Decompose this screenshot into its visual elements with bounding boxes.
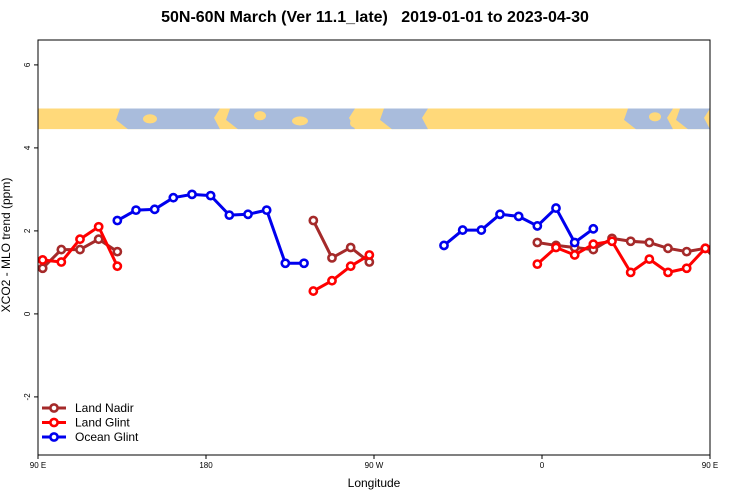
map-ocean-pacific-west xyxy=(116,108,220,130)
land-glint-line-2 xyxy=(536,239,710,274)
ocean-glint-point xyxy=(224,210,235,221)
ocean-glint-point xyxy=(532,221,543,231)
ocean-glint-point xyxy=(243,209,253,220)
land-nadir-point xyxy=(75,244,85,255)
x-axis-label: Longitude xyxy=(347,476,401,490)
ocean-glint-point xyxy=(513,211,524,222)
ocean-glint-point xyxy=(588,223,599,234)
legend-label-ocean-glint: Ocean Glint xyxy=(75,430,139,444)
land-nadir-line-1 xyxy=(311,219,371,264)
land-glint-point xyxy=(625,267,636,278)
x-tick-label-450: 90 E xyxy=(702,461,718,470)
series-group xyxy=(38,189,746,296)
ocean-glint-point xyxy=(205,190,216,201)
land-glint-point xyxy=(308,286,319,296)
x-tick-label-270: 90 W xyxy=(365,461,384,470)
land-glint-point xyxy=(327,275,337,286)
land-glint-point xyxy=(739,258,746,265)
map-ocean-pacific-east xyxy=(226,108,355,130)
y-tick-label-2: 2 xyxy=(23,228,32,233)
plot-frame xyxy=(37,39,711,456)
chart-title: 50N-60N March (Ver 11.1_late) 2019-01-01… xyxy=(161,9,589,26)
land-nadir-point xyxy=(112,246,123,257)
land-glint-point xyxy=(663,267,673,278)
land-nadir-point xyxy=(663,243,673,254)
map-island-1 xyxy=(254,111,266,121)
map-ocean-atlantic xyxy=(380,108,428,130)
land-glint-line-1 xyxy=(312,253,371,293)
map-island-4 xyxy=(649,112,661,122)
ocean-glint-point xyxy=(299,258,309,269)
ocean-glint-point xyxy=(439,240,449,251)
land-nadir-point xyxy=(720,265,727,272)
legend-marker-ocean-glint xyxy=(49,432,59,442)
land-nadir-point xyxy=(681,246,692,257)
land-nadir-point xyxy=(56,244,67,255)
map-island-2 xyxy=(292,116,308,126)
land-nadir-point xyxy=(345,242,356,253)
land-glint-point xyxy=(551,242,561,253)
map-ocean-pacific-east-repeat xyxy=(676,108,710,130)
x-tick-label-90: 90 E xyxy=(30,461,46,470)
land-nadir-point xyxy=(327,252,337,263)
land-nadir-point xyxy=(308,215,319,226)
land-glint-point xyxy=(75,234,85,245)
legend-label-land-glint: Land Glint xyxy=(75,416,130,430)
x-tick-label-360: 0 xyxy=(540,461,545,470)
land-glint-point xyxy=(720,256,727,263)
ocean-glint-point xyxy=(168,192,179,203)
map-island-0 xyxy=(143,114,157,124)
land-glint-point xyxy=(345,261,356,272)
map-ocean-pacific-west-repeat xyxy=(624,108,673,130)
y-tick-label--2: -2 xyxy=(23,393,32,401)
land-nadir-point xyxy=(93,234,104,245)
ocean-glint-point xyxy=(187,189,197,200)
x-tick-label-180: 180 xyxy=(199,461,213,470)
ocean-glint-point xyxy=(261,205,272,216)
land-glint-point xyxy=(56,257,67,267)
land-glint-point xyxy=(644,254,655,265)
ocean-glint-point xyxy=(495,209,505,220)
land-nadir-point xyxy=(644,237,655,248)
land-glint-point xyxy=(569,250,580,260)
y-tick-label-6: 6 xyxy=(23,62,32,67)
land-glint-point xyxy=(532,259,543,269)
land-glint-point xyxy=(588,239,599,250)
land-glint-point xyxy=(38,255,48,265)
legend-label-land-nadir: Land Nadir xyxy=(75,401,134,415)
ocean-glint-point xyxy=(149,204,160,215)
land-nadir-point xyxy=(38,263,48,274)
ocean-glint-line-0 xyxy=(116,192,304,265)
world-map-strip xyxy=(38,108,710,130)
ocean-glint-point xyxy=(551,203,561,213)
ocean-glint-point xyxy=(280,258,291,269)
ocean-glint-point xyxy=(112,215,123,226)
land-glint-point xyxy=(681,263,692,274)
land-glint-point xyxy=(700,243,710,254)
ocean-glint-point xyxy=(476,225,487,235)
land-glint-point xyxy=(607,236,617,247)
land-nadir-point xyxy=(532,237,543,248)
map-island-3 xyxy=(350,118,360,128)
land-nadir-point xyxy=(739,246,746,253)
ocean-glint-point xyxy=(569,237,580,248)
legend-marker-land-glint xyxy=(49,417,59,428)
land-glint-point xyxy=(112,261,123,272)
ocean-glint-point xyxy=(457,225,468,235)
land-nadir-point xyxy=(625,236,636,247)
land-glint-point xyxy=(364,250,375,260)
ocean-glint-point xyxy=(131,205,141,216)
legend-marker-land-nadir xyxy=(49,403,59,413)
y-tick-label-4: 4 xyxy=(23,145,32,150)
land-glint-point xyxy=(93,221,104,232)
y-tick-label-0: 0 xyxy=(23,311,32,316)
